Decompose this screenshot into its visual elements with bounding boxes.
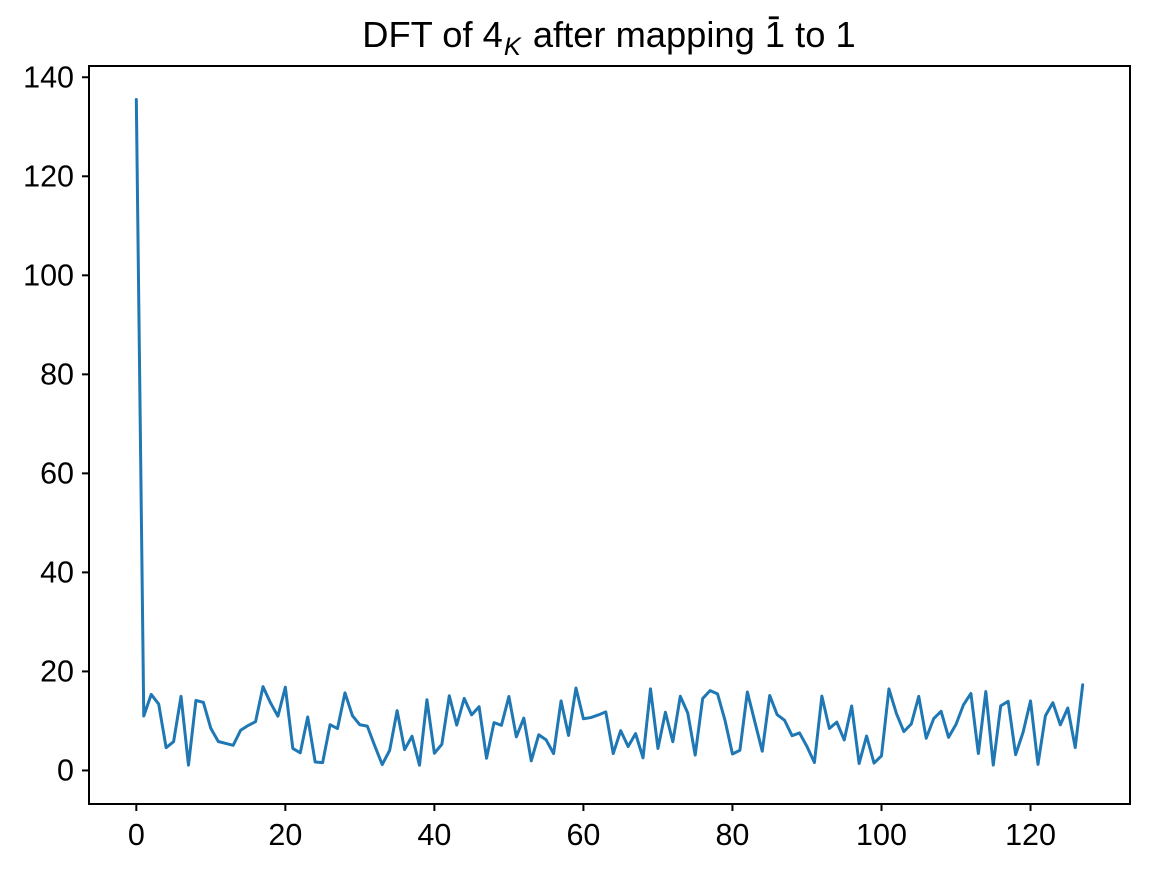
svg-text:60: 60 [566, 818, 600, 852]
svg-text:140: 140 [23, 60, 74, 94]
svg-text:100: 100 [23, 258, 74, 292]
svg-text:20: 20 [40, 654, 74, 688]
svg-text:100: 100 [856, 818, 907, 852]
svg-text:80: 80 [715, 818, 749, 852]
svg-text:DFT of 4K after mapping 1 to 1: DFT of 4K after mapping 1 to 1 [362, 14, 855, 61]
svg-text:120: 120 [23, 159, 74, 193]
svg-text:0: 0 [128, 818, 145, 852]
svg-text:40: 40 [40, 555, 74, 589]
svg-text:60: 60 [40, 456, 74, 490]
svg-text:0: 0 [57, 754, 74, 788]
svg-text:120: 120 [1005, 818, 1056, 852]
svg-text:40: 40 [417, 818, 451, 852]
svg-text:80: 80 [40, 357, 74, 391]
svg-text:20: 20 [268, 818, 302, 852]
